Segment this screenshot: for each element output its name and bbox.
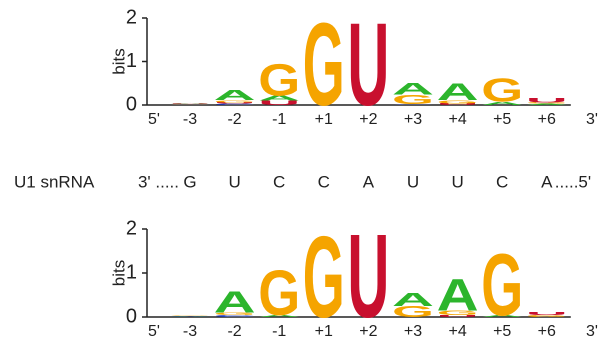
x-start-label: 5' <box>148 111 160 128</box>
u1-base: C <box>273 172 285 191</box>
x-tick-label: +4 <box>448 323 466 340</box>
y-axis-label: bits <box>109 48 128 74</box>
logo-letter: A <box>169 316 211 317</box>
logo-letter: A <box>169 103 211 104</box>
logo-letter: A <box>258 94 300 102</box>
x-tick-label: +6 <box>538 111 556 128</box>
logo-letter: G <box>437 309 479 316</box>
logo-letter: A <box>214 86 256 103</box>
logo-letter: U <box>437 314 479 317</box>
x-tick-label: +5 <box>493 323 511 340</box>
logo-letter: A <box>481 101 523 106</box>
u1-base: U <box>228 172 240 191</box>
logo-letter: C <box>392 104 434 105</box>
logo-letter: G <box>258 55 300 105</box>
logo-letter: G <box>214 100 256 103</box>
logo-letter: G <box>481 71 523 109</box>
x-tick-label: +2 <box>359 323 377 340</box>
logo-letter: G <box>169 104 211 105</box>
x-tick-label: +4 <box>448 111 466 128</box>
logo-letter: U <box>526 311 568 317</box>
logo-letter: A <box>392 79 434 98</box>
logo-letter: A <box>481 315 523 318</box>
x-start-label: 5' <box>148 323 160 340</box>
logo-letter: A <box>392 290 434 310</box>
logo-letter: A <box>526 103 568 105</box>
logo-letter: G <box>481 235 523 334</box>
logo-letter: U <box>437 103 479 106</box>
x-tick-label: +3 <box>404 323 422 340</box>
u1-base: U <box>407 172 419 191</box>
u1-base: A <box>363 172 375 191</box>
logo-letter: C <box>169 104 211 105</box>
logo-letter: G <box>214 312 256 316</box>
x-tick-label: +3 <box>404 111 422 128</box>
u1-suffix: .....5' <box>555 172 591 191</box>
y-axis-label: bits <box>109 260 128 286</box>
x-end-label: 3' <box>586 111 598 128</box>
logo-letter: G <box>392 92 434 107</box>
u1-base: A <box>541 172 553 191</box>
u1-prefix: 3' ..... <box>138 172 179 191</box>
logo-letter: U <box>526 97 568 104</box>
y-tick-label: 2 <box>126 6 137 28</box>
y-tick-label: 1 <box>126 50 137 72</box>
y-tick-label: 0 <box>126 305 137 327</box>
x-tick-label: +5 <box>493 111 511 128</box>
x-tick-label: -1 <box>272 323 286 340</box>
logo-letter: U <box>214 102 256 104</box>
y-tick-label: 2 <box>126 217 137 239</box>
u1-base: U <box>451 172 463 191</box>
logo-letter: G <box>392 303 434 320</box>
x-tick-label: -3 <box>183 111 197 128</box>
x-tick-label: -2 <box>227 323 241 340</box>
u1-base: C <box>496 172 508 191</box>
logo-letter: U <box>347 210 389 343</box>
logo-letter: G <box>303 213 345 343</box>
x-tick-label: -1 <box>272 111 286 128</box>
logo-letter: U <box>258 100 300 107</box>
x-tick-label: +1 <box>315 111 333 128</box>
logo-letter: G <box>526 315 568 318</box>
logo-letter: G <box>526 102 568 104</box>
logo-letter: U <box>169 104 211 105</box>
logo-letter: A <box>258 314 300 317</box>
logo-letter: A <box>437 79 479 106</box>
x-tick-label: +2 <box>359 111 377 128</box>
x-tick-label: -3 <box>183 323 197 340</box>
x-tick-label: +6 <box>538 323 556 340</box>
x-end-label: 3' <box>586 323 598 340</box>
u1-base: G <box>183 172 196 191</box>
logo-letter: C <box>169 316 211 317</box>
y-tick-label: 0 <box>126 93 137 115</box>
logo-letter: G <box>303 0 345 131</box>
y-tick-label: 1 <box>126 261 137 283</box>
x-tick-label: +1 <box>315 323 333 340</box>
x-tick-label: -2 <box>227 111 241 128</box>
logo-letter: A <box>437 269 479 321</box>
logo-letter: U <box>347 0 389 131</box>
logo-letter: A <box>214 285 256 319</box>
u1-label: U1 snRNA <box>14 172 95 191</box>
logo-letter: G <box>258 257 300 329</box>
logo-letter: C <box>214 315 256 318</box>
logo-letter: G <box>437 99 479 104</box>
logo-letter: G <box>169 316 211 317</box>
logo-letter: C <box>214 103 256 105</box>
u1-base: C <box>318 172 330 191</box>
